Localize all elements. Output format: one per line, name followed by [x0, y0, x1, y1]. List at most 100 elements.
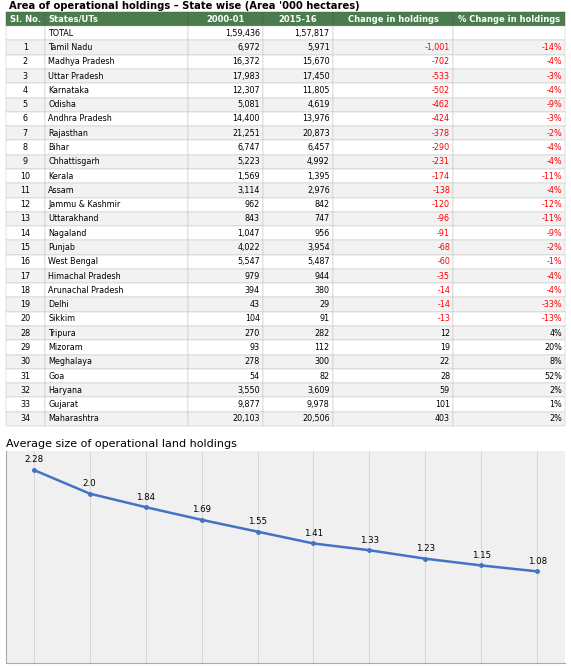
Text: 1.41: 1.41: [304, 529, 323, 538]
Text: -4%: -4%: [546, 157, 562, 166]
Bar: [45, 55, 187, 69]
Text: 93: 93: [250, 343, 260, 352]
Bar: [333, 126, 453, 141]
Text: 747: 747: [315, 214, 329, 223]
Text: 7: 7: [23, 129, 28, 138]
Text: 3,114: 3,114: [238, 186, 260, 195]
Text: 15: 15: [20, 243, 30, 252]
Text: -4%: -4%: [546, 143, 562, 152]
Text: -9%: -9%: [546, 228, 562, 238]
Bar: [6, 283, 45, 298]
Bar: [45, 269, 187, 283]
Text: -11%: -11%: [541, 214, 562, 223]
Text: 6: 6: [23, 115, 28, 123]
Bar: [187, 155, 263, 169]
Text: Kerala: Kerala: [48, 172, 74, 180]
Text: Tamil Nadu: Tamil Nadu: [48, 43, 93, 52]
Bar: [6, 269, 45, 283]
Bar: [453, 83, 565, 98]
Text: 112: 112: [315, 343, 329, 352]
Bar: [45, 383, 187, 398]
Text: -502: -502: [432, 86, 450, 95]
Bar: [333, 55, 453, 69]
Bar: [45, 254, 187, 269]
Text: 11,805: 11,805: [302, 86, 329, 95]
Text: Chhattisgarh: Chhattisgarh: [48, 157, 100, 166]
Text: 1,047: 1,047: [238, 228, 260, 238]
Bar: [187, 283, 263, 298]
Bar: [187, 126, 263, 141]
Text: -702: -702: [432, 57, 450, 67]
Bar: [263, 41, 333, 55]
Text: 22: 22: [440, 357, 450, 366]
Bar: [187, 169, 263, 183]
Bar: [333, 298, 453, 312]
Text: 19: 19: [440, 343, 450, 352]
Bar: [187, 12, 263, 26]
Bar: [187, 354, 263, 369]
Bar: [6, 41, 45, 55]
Text: 12,307: 12,307: [232, 86, 260, 95]
Text: Uttar Pradesh: Uttar Pradesh: [48, 72, 103, 81]
Text: 32: 32: [20, 386, 30, 395]
Text: -96: -96: [437, 214, 450, 223]
Text: 4,992: 4,992: [307, 157, 329, 166]
Bar: [6, 98, 45, 112]
Text: -231: -231: [432, 157, 450, 166]
Bar: [453, 283, 565, 298]
Bar: [333, 212, 453, 226]
Bar: [45, 340, 187, 354]
Bar: [6, 55, 45, 69]
Bar: [45, 298, 187, 312]
Bar: [6, 212, 45, 226]
Text: -33%: -33%: [541, 300, 562, 309]
Bar: [187, 41, 263, 55]
Text: Punjab: Punjab: [48, 243, 75, 252]
Text: 3: 3: [23, 72, 28, 81]
Bar: [45, 141, 187, 155]
Text: Odisha: Odisha: [48, 100, 76, 109]
Text: 9: 9: [23, 157, 28, 166]
Bar: [187, 26, 263, 41]
Bar: [187, 240, 263, 254]
Bar: [333, 269, 453, 283]
Text: -2%: -2%: [546, 129, 562, 138]
Bar: [187, 254, 263, 269]
Bar: [6, 398, 45, 412]
Text: Average size of operational land holdings: Average size of operational land holding…: [6, 439, 236, 449]
Text: -533: -533: [432, 72, 450, 81]
Bar: [263, 155, 333, 169]
Text: 33: 33: [21, 400, 30, 409]
Text: 19: 19: [20, 300, 30, 309]
Bar: [453, 126, 565, 141]
Bar: [187, 326, 263, 340]
Text: 20,103: 20,103: [232, 414, 260, 424]
Bar: [453, 98, 565, 112]
Text: 28: 28: [20, 329, 30, 338]
Bar: [453, 398, 565, 412]
Bar: [263, 369, 333, 383]
Bar: [453, 183, 565, 198]
Bar: [333, 26, 453, 41]
Text: 956: 956: [315, 228, 329, 238]
Bar: [6, 155, 45, 169]
Text: 944: 944: [315, 272, 329, 280]
Bar: [187, 198, 263, 212]
Text: 11: 11: [21, 186, 30, 195]
Text: -1,001: -1,001: [425, 43, 450, 52]
Text: Tripura: Tripura: [48, 329, 76, 338]
Bar: [6, 12, 45, 26]
Bar: [263, 26, 333, 41]
Bar: [453, 383, 565, 398]
Bar: [45, 26, 187, 41]
Text: 34: 34: [21, 414, 30, 424]
Text: 403: 403: [435, 414, 450, 424]
Bar: [187, 212, 263, 226]
Bar: [263, 212, 333, 226]
Bar: [453, 198, 565, 212]
Text: Himachal Pradesh: Himachal Pradesh: [48, 272, 121, 280]
Text: Nagaland: Nagaland: [48, 228, 87, 238]
Text: 14,400: 14,400: [232, 115, 260, 123]
Bar: [263, 326, 333, 340]
Text: 1.55: 1.55: [248, 517, 267, 526]
